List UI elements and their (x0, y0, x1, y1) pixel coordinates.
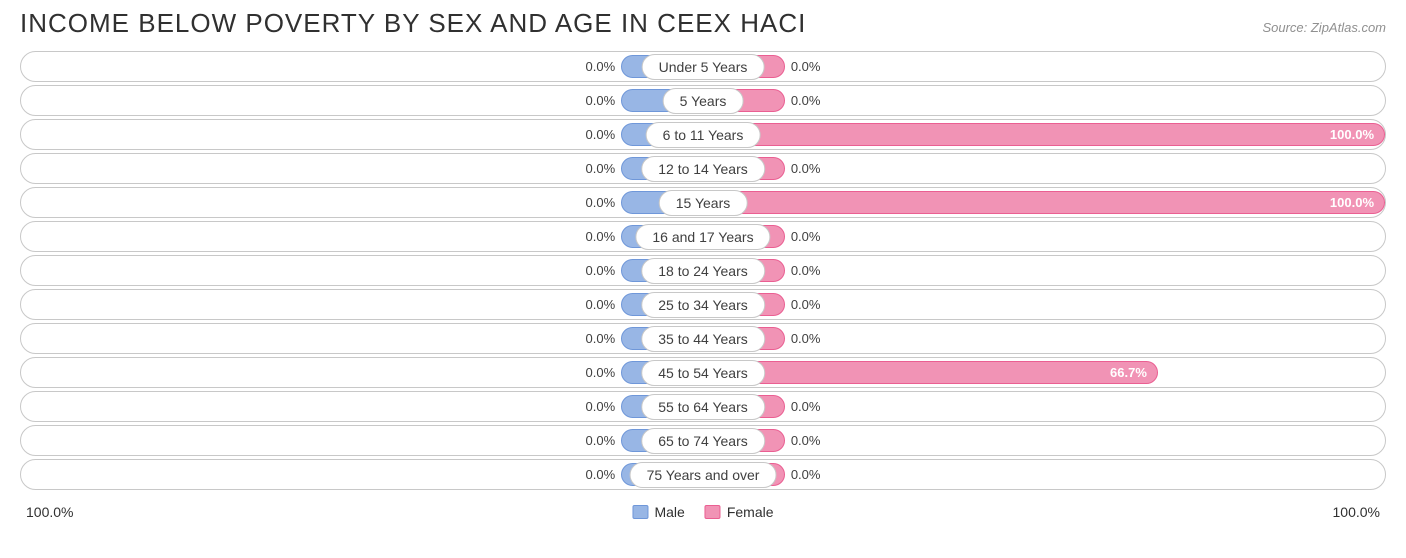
chart-rows: 0.0%0.0%Under 5 Years0.0%0.0%5 Years0.0%… (20, 51, 1386, 490)
category-label: 35 to 44 Years (641, 326, 765, 352)
chart-header: INCOME BELOW POVERTY BY SEX AND AGE IN C… (20, 8, 1386, 39)
female-value: 0.0% (785, 331, 827, 346)
male-value: 0.0% (580, 195, 622, 210)
female-value: 100.0% (1330, 195, 1374, 210)
legend-item-female: Female (705, 504, 774, 520)
data-row: 0.0% 66.7% 45 to 54 Years (20, 357, 1386, 388)
female-value: 0.0% (785, 59, 827, 74)
category-label: 45 to 54 Years (641, 360, 765, 386)
data-row: 0.0% 100.0% 15 Years (20, 187, 1386, 218)
legend-label-female: Female (727, 504, 774, 520)
male-value: 0.0% (580, 365, 622, 380)
data-row: 0.0% 0.0% 18 to 24 Years (20, 255, 1386, 286)
female-bar: 100.0% (703, 123, 1385, 146)
data-row: 0.0% 100.0% 6 to 11 Years (20, 119, 1386, 150)
female-value: 0.0% (785, 399, 827, 414)
data-row: 0.0% 0.0% 65 to 74 Years (20, 425, 1386, 456)
female-value: 66.7% (1110, 365, 1147, 380)
female-value: 0.0% (785, 467, 827, 482)
axis-right-label: 100.0% (1333, 504, 1380, 520)
category-label: 12 to 14 Years (641, 156, 765, 182)
category-label: 55 to 64 Years (641, 394, 765, 420)
category-label: 75 Years and over (630, 462, 777, 488)
female-value: 0.0% (785, 229, 827, 244)
male-value: 0.0% (580, 399, 622, 414)
legend-item-male: Male (632, 504, 684, 520)
category-label: 18 to 24 Years (641, 258, 765, 284)
data-row: 0.0% 0.0% 16 and 17 Years (20, 221, 1386, 252)
legend-swatch-male (632, 505, 648, 519)
data-row: 0.0% 0.0% 55 to 64 Years (20, 391, 1386, 422)
female-value: 0.0% (785, 433, 827, 448)
axis-left-label: 100.0% (26, 504, 73, 520)
male-value: 0.0% (580, 467, 622, 482)
male-value: 0.0% (580, 127, 622, 142)
female-value: 0.0% (785, 161, 827, 176)
chart-source: Source: ZipAtlas.com (1262, 20, 1386, 35)
data-row: 0.0% 0.0% 35 to 44 Years (20, 323, 1386, 354)
female-value: 0.0% (785, 263, 827, 278)
male-value: 0.0% (580, 433, 622, 448)
category-label: 5 Years (663, 88, 744, 114)
chart-footer: 100.0% Male Female 100.0% (20, 500, 1386, 524)
legend: Male Female (632, 504, 773, 520)
male-value: 0.0% (580, 229, 622, 244)
data-row: 0.0% 0.0% 5 Years (20, 85, 1386, 116)
category-label: 65 to 74 Years (641, 428, 765, 454)
male-value: 0.0% (580, 93, 622, 108)
male-value: 0.0% (580, 263, 622, 278)
data-row: 0.0% 0.0% 25 to 34 Years (20, 289, 1386, 320)
data-row: 0.0% 0.0% 12 to 14 Years (20, 153, 1386, 184)
legend-label-male: Male (654, 504, 684, 520)
category-label: Under 5 Years (642, 54, 765, 80)
chart-title: INCOME BELOW POVERTY BY SEX AND AGE IN C… (20, 8, 806, 39)
category-label: 6 to 11 Years (646, 122, 761, 148)
data-row: 0.0% 0.0% 75 Years and over (20, 459, 1386, 490)
chart-container: INCOME BELOW POVERTY BY SEX AND AGE IN C… (0, 0, 1406, 558)
female-value: 100.0% (1330, 127, 1374, 142)
data-row: 0.0% 0.0% Under 5 Years (20, 51, 1386, 82)
female-value: 0.0% (785, 93, 827, 108)
male-value: 0.0% (580, 161, 622, 176)
female-value: 0.0% (785, 297, 827, 312)
category-label: 16 and 17 Years (635, 224, 770, 250)
male-value: 0.0% (580, 331, 622, 346)
female-bar: 66.7% (703, 361, 1158, 384)
category-label: 15 Years (659, 190, 748, 216)
male-value: 0.0% (580, 297, 622, 312)
male-value: 0.0% (580, 59, 622, 74)
female-bar: 100.0% (703, 191, 1385, 214)
category-label: 25 to 34 Years (641, 292, 765, 318)
legend-swatch-female (705, 505, 721, 519)
